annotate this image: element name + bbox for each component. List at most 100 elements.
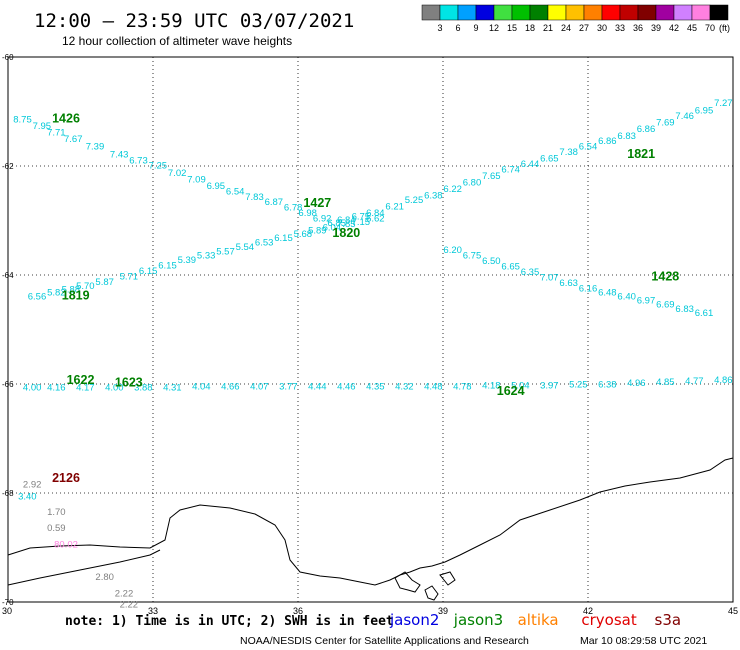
graticule [8,57,733,602]
colorbar-swatch [583,4,603,21]
swh-value: 7.83 [245,192,264,203]
swh-value: 4.31 [163,383,182,394]
swh-value: 6.75 [352,211,371,222]
swh-value: 6.65 [540,154,559,165]
swh-value: 6.65 [501,262,520,273]
colorbar-label: 18 [525,23,535,33]
swh-value: 6.85 [327,218,346,229]
swh-value: 4.32 [395,381,414,392]
swh-value: 4.86 [714,375,733,386]
colorbar-label: 3 [437,23,442,33]
swh-value: 5.89 [308,226,327,237]
swh-value: 3.77 [279,381,298,392]
legend-jason2: jason2 [389,611,439,629]
swh-value: 6.86 [598,136,617,147]
footer-note: note: 1) Time is in UTC; 2) SWH is in fe… [65,614,394,629]
swh-value: 7.67 [64,134,83,145]
swh-value: 6.84 [366,208,385,219]
colorbar-swatch [475,4,495,21]
swh-value: 6.44 [521,159,540,170]
lon-tick-label: 45 [728,606,738,616]
colorbar-unit: (ft) [719,23,730,33]
swh-value: 3.40 [18,492,37,503]
swh-value: 4.00 [105,383,124,394]
colorbar-swatch [457,4,477,21]
swh-value: 6.38 [424,191,443,202]
swh-value: 5.82 [47,288,66,299]
swh-value: 6.84 [337,215,356,226]
track-number: 1622 [67,373,95,387]
swh-value: 6.98 [298,208,317,219]
colorbar-label: 36 [633,23,643,33]
lat-tick-label: -60 [2,53,14,62]
swh-value: 6.35 [521,267,540,278]
colorbar-swatch [547,4,567,21]
colorbar-swatch [655,4,675,21]
colorbar-swatch [601,4,621,21]
swh-value: 7.65 [482,171,501,182]
lat-tick-label: -68 [2,489,14,498]
swh-value: 6.86 [637,124,656,135]
colorbar-swatch [565,4,585,21]
track-number: 2126 [52,471,80,485]
swh-value: 7.39 [86,142,105,153]
swh-value: 7.95 [33,121,52,132]
swh-value: 2.22 [115,589,134,600]
swh-value: 5.87 [95,277,114,288]
colorbar-label: 27 [579,23,589,33]
swh-value: 5.25 [569,379,588,390]
swh-value: 6.22 [443,184,462,195]
swh-value: 5.39 [178,255,197,266]
colorbar-label: 15 [507,23,517,33]
swh-value: 6.87 [265,197,284,208]
colorbar-label: 45 [687,23,697,33]
swh-value: 6.15 [158,260,177,271]
swh-value: 4.77 [685,376,704,387]
track-number: 1623 [115,376,143,390]
swh-value: 6.78 [284,203,303,214]
swh-value: 7.27 [714,98,733,109]
colorbar-swatch [529,4,549,21]
swh-value: 5.04 [511,380,530,391]
swh-value: 7.43 [110,149,129,160]
swh-value: 2.80 [95,572,114,583]
swh-value: 5.25 [405,195,424,206]
swh-value: 6.20 [443,245,462,256]
swh-value: 5.70 [76,281,95,292]
swh-value: 4.00 [23,383,42,394]
lat-tick-label: -64 [2,271,14,280]
swh-value: 6.61 [695,308,714,319]
coastline [7,457,734,601]
swh-value: 6.50 [482,256,501,267]
lon-tick-label: 30 [2,606,12,616]
coastline-islands [394,571,456,601]
colorbar-label: 9 [473,23,478,33]
swh-value: 2.92 [23,480,42,491]
colorbar-swatch [691,4,711,21]
swh-value: 4.07 [250,381,269,392]
swh-value: 7.46 [675,111,694,122]
swh-value: 0.59 [47,523,66,534]
swh-value: 6.54 [226,186,245,197]
swh-value: 4.66 [221,381,240,392]
lon-tick-label: 39 [438,606,448,616]
swh-value: 4.48 [424,381,443,392]
colorbar-swatch [439,4,459,21]
lon-tick-label: 36 [293,606,303,616]
swh-value: 7.69 [656,118,675,129]
swh-value: 7.38 [559,147,578,158]
map-subtitle: 12 hour collection of altimeter wave hei… [62,34,292,48]
swh-value: 7.07 [540,272,559,283]
legend-altika: altika [518,611,559,629]
swh-value: 2.22 [120,599,139,610]
swh-value: 5.57 [216,246,235,257]
legend-s3a: s3a [655,611,682,629]
swh-value: 7.15 [352,217,371,228]
swh-value: 6.95 [207,181,226,192]
lon-tick-label: 33 [148,606,158,616]
swh-value: 6.95 [695,106,714,117]
swh-value: 7.71 [47,127,66,138]
swh-value: 7.09 [187,174,206,185]
swh-value: 6.53 [255,238,274,249]
